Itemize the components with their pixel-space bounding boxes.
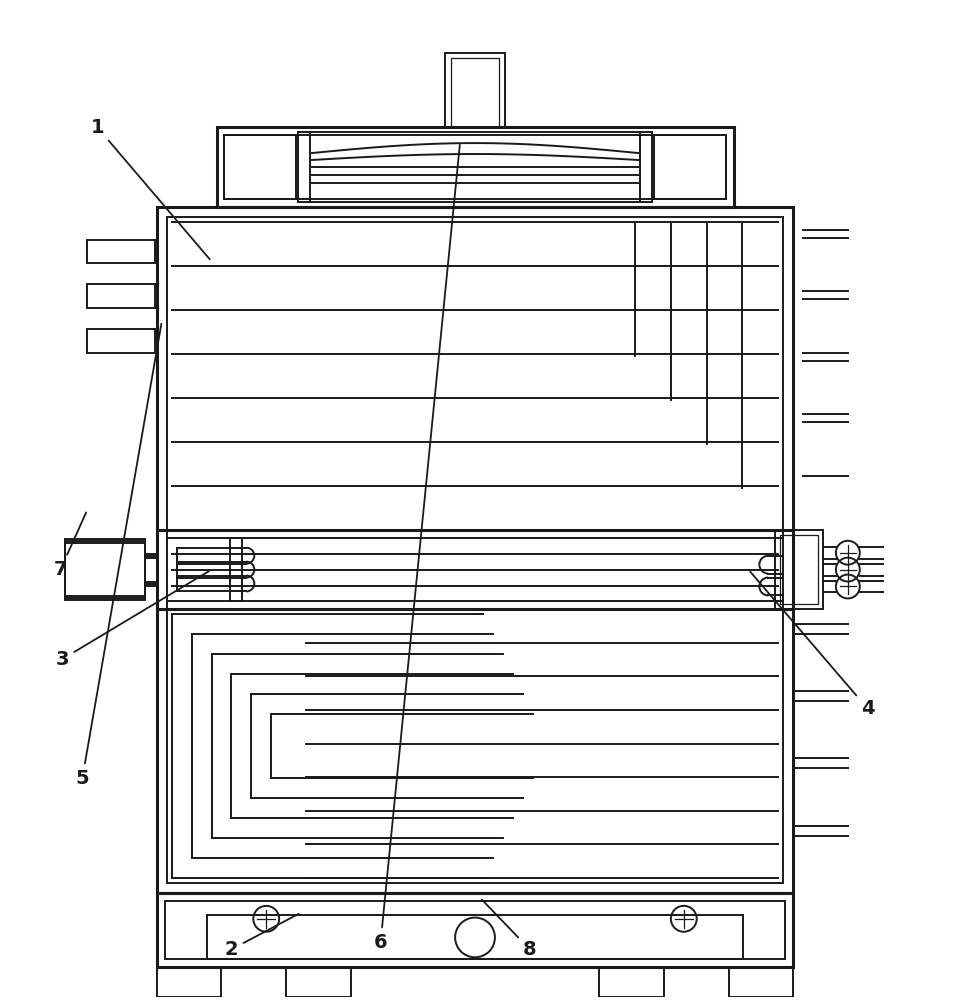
Bar <box>164 901 785 959</box>
Bar <box>728 967 793 997</box>
Bar <box>206 915 744 959</box>
Bar <box>298 132 652 202</box>
Bar <box>654 135 726 199</box>
Bar <box>451 58 499 127</box>
Bar <box>157 207 793 893</box>
Bar <box>87 284 155 308</box>
Bar <box>65 541 145 598</box>
Text: 1: 1 <box>91 118 209 259</box>
Text: 6: 6 <box>374 145 460 952</box>
Bar <box>230 538 243 601</box>
Bar <box>216 127 733 207</box>
Bar <box>286 967 351 997</box>
Text: 2: 2 <box>225 914 298 959</box>
Bar <box>775 530 823 609</box>
Bar <box>445 53 505 127</box>
Bar <box>599 967 663 997</box>
Bar <box>225 135 726 199</box>
Bar <box>87 329 155 353</box>
Bar <box>65 543 145 600</box>
Bar <box>225 135 296 199</box>
Text: 5: 5 <box>76 324 162 788</box>
Bar <box>87 240 155 263</box>
Bar <box>65 539 145 596</box>
Bar <box>780 535 818 604</box>
Bar <box>157 893 793 967</box>
Text: 7: 7 <box>54 512 86 579</box>
Bar <box>157 967 222 997</box>
Text: 3: 3 <box>55 571 209 669</box>
Bar <box>166 217 783 883</box>
Text: 8: 8 <box>482 900 536 959</box>
Text: 4: 4 <box>750 572 875 718</box>
